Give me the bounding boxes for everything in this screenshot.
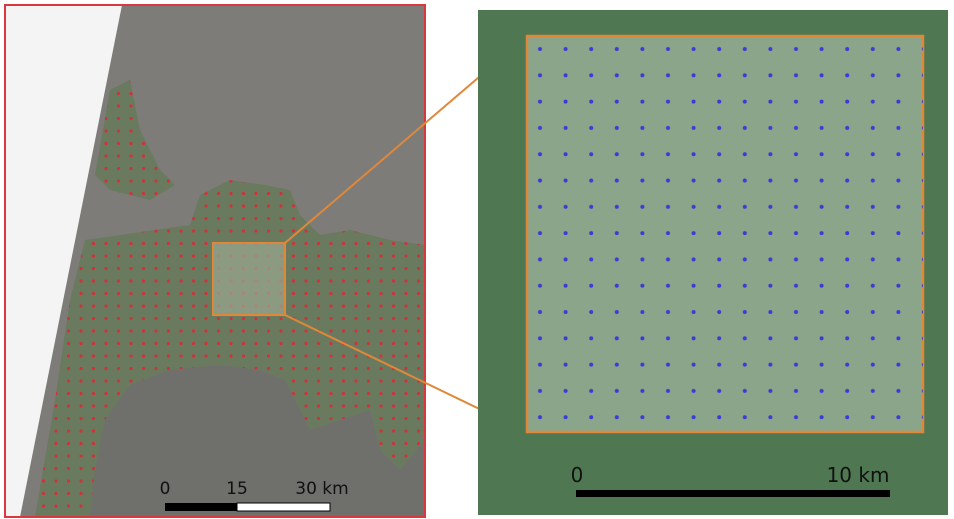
- scale-label: 30 km: [295, 479, 348, 499]
- left-map: [5, 5, 425, 517]
- scale-bar: [165, 503, 237, 511]
- scale-label: 0: [571, 463, 584, 487]
- zoom-area: [213, 243, 285, 315]
- figure: 0 15 30 km 0 10 km: [0, 0, 954, 519]
- scale-label: 15: [226, 479, 248, 499]
- scale-bar: [576, 490, 890, 497]
- scale-bar: [237, 503, 330, 511]
- page: 0 15 30 km 0 10 km (() => { const data =…: [0, 0, 954, 519]
- scale-label: 0: [160, 479, 171, 499]
- sample-points: [527, 36, 923, 432]
- scale-label: 10 km: [827, 463, 890, 487]
